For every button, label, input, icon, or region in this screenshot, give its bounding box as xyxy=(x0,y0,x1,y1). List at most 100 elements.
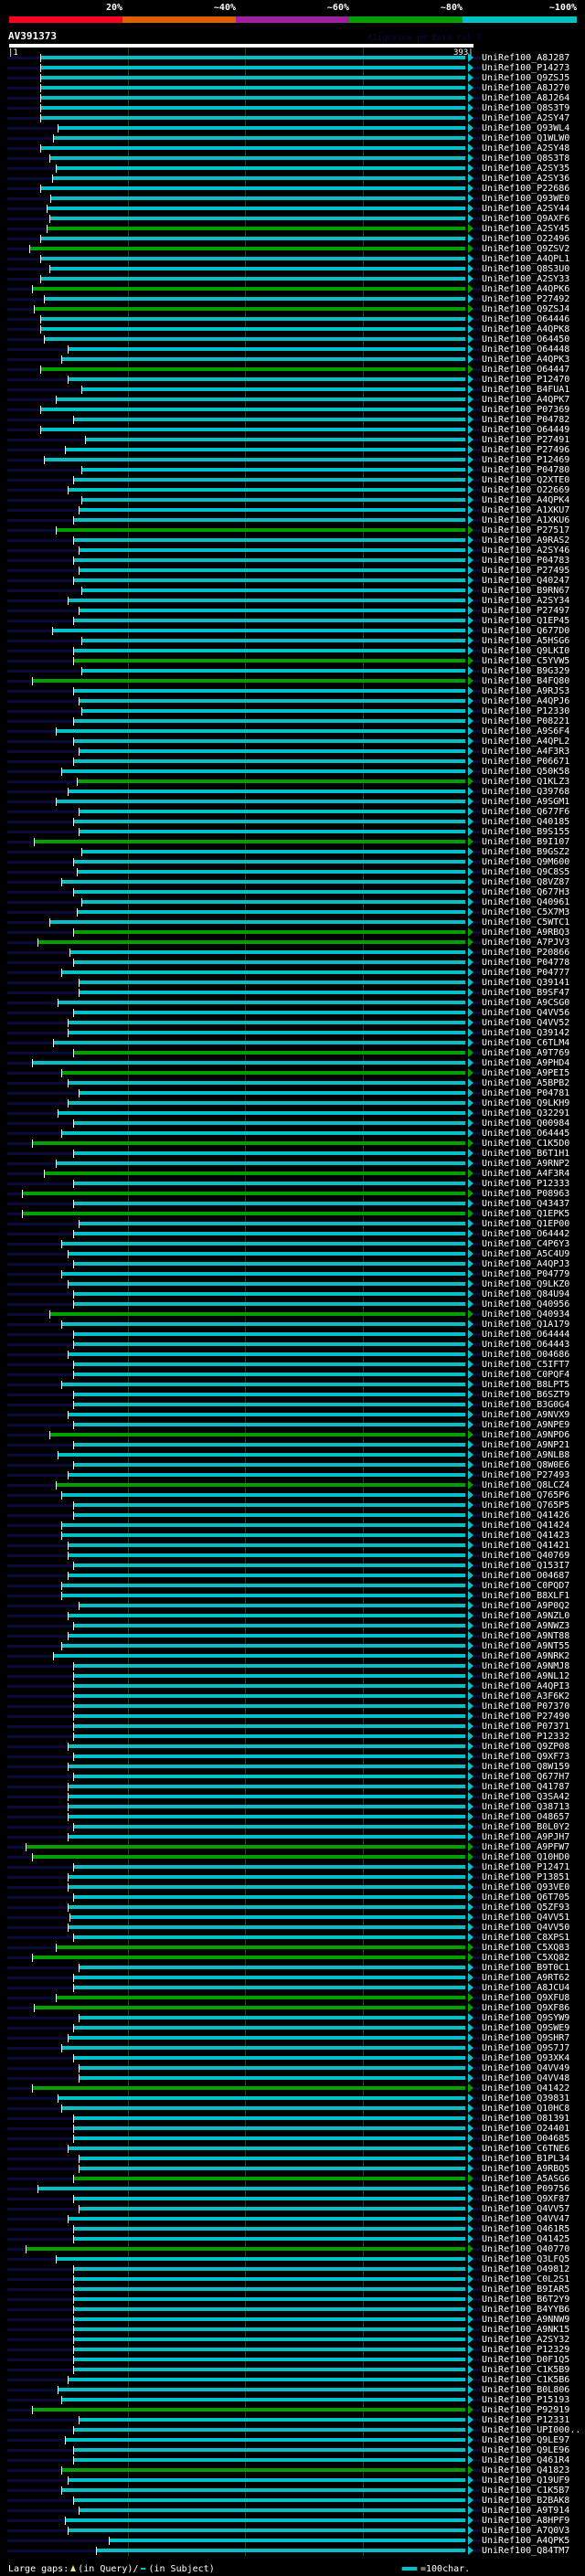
hit-id-link[interactable]: UniRef100_B4FQ80 xyxy=(482,676,570,686)
alignment-bar[interactable] xyxy=(79,609,465,612)
alignment-bar[interactable] xyxy=(72,1403,465,1406)
hit-id-link[interactable]: UniRef100_Q9LKH9 xyxy=(482,1098,570,1108)
hit-row[interactable]: UniRef100_A9NK15 xyxy=(0,2325,585,2335)
alignment-bar[interactable] xyxy=(72,2177,465,2180)
hit-id-link[interactable]: UniRef100_A9RAS2 xyxy=(482,535,570,546)
hit-row[interactable]: UniRef100_P27517 xyxy=(0,525,585,535)
hit-id-link[interactable]: UniRef100_Q8LCZ4 xyxy=(482,1480,570,1490)
hit-id-link[interactable]: UniRef100_Q39831 xyxy=(482,2094,570,2104)
hit-row[interactable]: UniRef100_Q41425 xyxy=(0,2234,585,2244)
hit-row[interactable]: UniRef100_Q9XF73 xyxy=(0,1752,585,1762)
hit-id-link[interactable]: UniRef100_UPI000.. xyxy=(482,2425,581,2435)
hit-row[interactable]: UniRef100_P12330 xyxy=(0,706,585,716)
hit-id-link[interactable]: UniRef100_C1K5B7 xyxy=(482,2486,570,2496)
hit-id-link[interactable]: UniRef100_Q1A179 xyxy=(482,1320,570,1330)
alignment-bar[interactable] xyxy=(39,56,465,59)
hit-row[interactable]: UniRef100_O64449 xyxy=(0,425,585,435)
hit-row[interactable]: UniRef100_Q40961 xyxy=(0,897,585,907)
hit-row[interactable]: UniRef100_Q40769 xyxy=(0,1551,585,1561)
hit-row[interactable]: UniRef100_Q43437 xyxy=(0,1199,585,1209)
hit-row[interactable]: UniRef100_O64450 xyxy=(0,334,585,345)
hit-id-link[interactable]: UniRef100_Q40247 xyxy=(482,576,570,586)
alignment-bar[interactable] xyxy=(72,2237,465,2241)
alignment-bar[interactable] xyxy=(31,1956,465,1959)
hit-row[interactable]: UniRef100_Q9M600 xyxy=(0,857,585,867)
hit-row[interactable]: UniRef100_P08221 xyxy=(0,716,585,726)
alignment-bar[interactable] xyxy=(72,1503,465,1507)
hit-row[interactable]: UniRef100_P08963 xyxy=(0,1189,585,1199)
hit-id-link[interactable]: UniRef100_A9S6F4 xyxy=(482,726,570,737)
hit-row[interactable]: UniRef100_Q4VV49 xyxy=(0,2063,585,2073)
alignment-bar[interactable] xyxy=(76,779,465,783)
hit-id-link[interactable]: UniRef100_B6SZT9 xyxy=(482,1390,570,1400)
hit-id-link[interactable]: UniRef100_Q41422 xyxy=(482,2083,570,2094)
alignment-bar[interactable] xyxy=(67,2528,465,2532)
hit-row[interactable]: UniRef100_A4QPK3 xyxy=(0,355,585,365)
alignment-bar[interactable] xyxy=(72,1302,465,1306)
hit-id-link[interactable]: UniRef100_P27492 xyxy=(482,294,570,304)
hit-id-link[interactable]: UniRef100_O64445 xyxy=(482,1129,570,1139)
hit-row[interactable]: UniRef100_P27495 xyxy=(0,566,585,576)
alignment-bar[interactable] xyxy=(72,619,465,622)
hit-id-link[interactable]: UniRef100_A9PJH7 xyxy=(482,1832,570,1842)
hit-id-link[interactable]: UniRef100_A2SY35 xyxy=(482,164,570,174)
alignment-bar[interactable] xyxy=(72,739,465,743)
alignment-bar[interactable] xyxy=(64,2518,465,2522)
hit-row[interactable]: UniRef100_A9RNP2 xyxy=(0,1159,585,1169)
alignment-bar[interactable] xyxy=(67,2147,465,2150)
alignment-bar[interactable] xyxy=(58,2096,465,2100)
hit-id-link[interactable]: UniRef100_Q39141 xyxy=(482,978,570,988)
hit-id-link[interactable]: UniRef100_Q677H7 xyxy=(482,1772,570,1782)
hit-id-link[interactable]: UniRef100_Q39768 xyxy=(482,787,570,797)
alignment-bar[interactable] xyxy=(79,2157,465,2160)
alignment-bar[interactable] xyxy=(72,1754,465,1758)
hit-id-link[interactable]: UniRef100_Q9LE97 xyxy=(482,2435,570,2445)
hit-id-link[interactable]: UniRef100_Q40934 xyxy=(482,1309,570,1320)
hit-id-link[interactable]: UniRef100_A9NRK2 xyxy=(482,1651,570,1661)
alignment-bar[interactable] xyxy=(58,2388,465,2391)
hit-row[interactable]: UniRef100_O64443 xyxy=(0,1340,585,1350)
hit-id-link[interactable]: UniRef100_Q9LKZ0 xyxy=(482,1279,570,1289)
hit-row[interactable]: UniRef100_C8XPS1 xyxy=(0,1933,585,1943)
hit-id-link[interactable]: UniRef100_P27493 xyxy=(482,1470,570,1480)
hit-id-link[interactable]: UniRef100_Q1EP00 xyxy=(482,1219,570,1229)
alignment-bar[interactable] xyxy=(81,387,465,391)
alignment-bar[interactable] xyxy=(72,1513,465,1517)
alignment-bar[interactable] xyxy=(39,186,465,190)
hit-id-link[interactable]: UniRef100_Q4VV47 xyxy=(482,2214,570,2224)
hit-row[interactable]: UniRef100_A9NL12 xyxy=(0,1671,585,1681)
hit-id-link[interactable]: UniRef100_O64442 xyxy=(482,1229,570,1239)
hit-id-link[interactable]: UniRef100_P27495 xyxy=(482,566,570,576)
hit-row[interactable]: UniRef100_A9NMJ8 xyxy=(0,1661,585,1671)
alignment-bar[interactable] xyxy=(52,1041,465,1044)
alignment-bar[interactable] xyxy=(72,689,465,693)
alignment-bar[interactable] xyxy=(31,679,465,683)
hit-row[interactable]: UniRef100_Q9ZSJ5 xyxy=(0,73,585,83)
alignment-bar[interactable] xyxy=(39,408,465,411)
hit-id-link[interactable]: UniRef100_B9GSZ2 xyxy=(482,847,570,857)
alignment-bar[interactable] xyxy=(39,327,465,331)
hit-id-link[interactable]: UniRef100_O04685 xyxy=(482,2134,570,2144)
alignment-bar[interactable] xyxy=(72,538,465,542)
hit-id-link[interactable]: UniRef100_A9PFW7 xyxy=(482,1842,570,1852)
hit-row[interactable]: UniRef100_P27497 xyxy=(0,606,585,616)
hit-id-link[interactable]: UniRef100_B3G0G4 xyxy=(482,1400,570,1410)
hit-row[interactable]: UniRef100_Q4VV52 xyxy=(0,1018,585,1028)
hit-row[interactable]: UniRef100_Q9XFU8 xyxy=(0,1993,585,2003)
hit-row[interactable]: UniRef100_Q9SWE9 xyxy=(0,2023,585,2033)
hit-row[interactable]: UniRef100_Q19UF9 xyxy=(0,2475,585,2486)
alignment-bar[interactable] xyxy=(61,769,465,773)
hit-id-link[interactable]: UniRef100_A5C4U9 xyxy=(482,1249,570,1259)
hit-id-link[interactable]: UniRef100_A3F6K2 xyxy=(482,1691,570,1701)
hit-row[interactable]: UniRef100_O49812 xyxy=(0,2264,585,2274)
hit-id-link[interactable]: UniRef100_P04777 xyxy=(482,968,570,978)
alignment-bar[interactable] xyxy=(49,920,465,924)
hit-id-link[interactable]: UniRef100_B0L0Y2 xyxy=(482,1822,570,1832)
hit-row[interactable]: UniRef100_A1XKU7 xyxy=(0,505,585,515)
hit-id-link[interactable]: UniRef100_A8J287 xyxy=(482,53,570,63)
alignment-bar[interactable] xyxy=(47,207,465,210)
alignment-bar[interactable] xyxy=(108,2539,465,2542)
hit-row[interactable]: UniRef100_Q9XF87 xyxy=(0,2194,585,2204)
hit-id-link[interactable]: UniRef100_Q93WE0 xyxy=(482,194,570,204)
hit-id-link[interactable]: UniRef100_A8JCU4 xyxy=(482,1983,570,1993)
